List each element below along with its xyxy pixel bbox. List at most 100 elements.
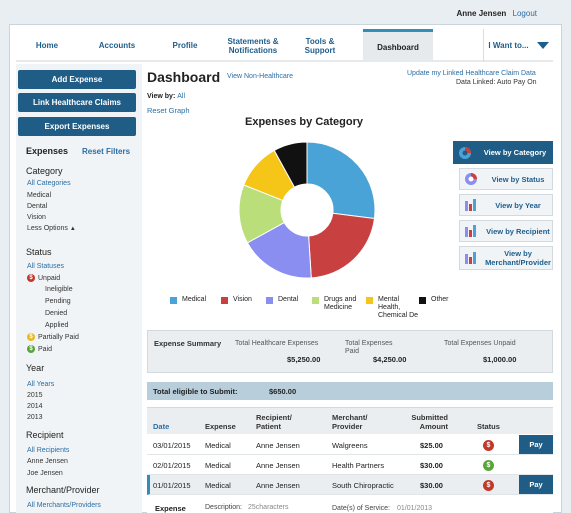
data-linked-status: Data Linked: Auto Pay On <box>456 79 537 86</box>
legend-label: Drugs and Medicine <box>324 296 357 311</box>
less-options-label: Less Options <box>27 225 68 232</box>
bar-chart-icon <box>465 252 476 264</box>
col-status[interactable]: Status <box>477 422 500 431</box>
pie-chart-icon <box>459 146 471 159</box>
donut-slice-medical[interactable] <box>306 141 376 220</box>
tab-home[interactable]: Home <box>35 41 59 50</box>
partially-paid-label: Partially Paid <box>38 333 79 341</box>
legend-item: Mental Health, Chemical De <box>366 296 418 320</box>
dropdown-label: I Want to... <box>488 41 529 50</box>
row-expense: Medical <box>205 481 231 490</box>
detail-expense-heading: Expense <box>155 504 186 513</box>
expenses-donut-chart <box>238 141 376 279</box>
paid-status-icon: $ <box>483 460 494 471</box>
row-recipient: Anne Jensen <box>256 441 300 450</box>
col-merchant[interactable]: Merchant/ Provider <box>332 413 368 431</box>
page-title: Dashboard <box>147 69 221 85</box>
recipient-heading: Recipient <box>26 430 64 440</box>
filter-all-merchants[interactable]: All Merchants/Providers <box>27 502 101 509</box>
logout-link[interactable]: Logout <box>512 9 537 18</box>
row-recipient: Anne Jensen <box>256 461 300 470</box>
tab-profile[interactable]: Profile <box>172 41 198 50</box>
filter-all-recipients[interactable]: All Recipients <box>27 447 70 454</box>
tab-accounts[interactable]: Accounts <box>98 41 136 50</box>
view-by-category-label: View by Category <box>483 148 547 157</box>
table-row[interactable]: 01/01/2015 Medical Anne Jensen South Chi… <box>147 475 553 495</box>
filter-vision[interactable]: Vision <box>27 214 46 221</box>
less-options-link[interactable]: Less Options ▲ <box>27 225 76 232</box>
tab-statements[interactable]: Statements & Notifications <box>227 36 279 55</box>
filter-medical[interactable]: Medical <box>27 192 52 199</box>
link-healthcare-claims-button[interactable]: Link Healthcare Claims <box>18 93 136 112</box>
filter-applied[interactable]: Applied <box>45 322 69 329</box>
pay-button[interactable]: Pay <box>519 475 553 494</box>
filter-dental[interactable]: Dental <box>27 203 48 210</box>
filter-paid[interactable]: $ Paid <box>27 345 52 353</box>
tab-tools-support[interactable]: Tools & Support <box>304 36 336 55</box>
row-expense: Medical <box>205 461 231 470</box>
filter-denied[interactable]: Denied <box>45 310 68 317</box>
donut-slice-vision[interactable] <box>308 212 376 279</box>
filter-2015[interactable]: 2015 <box>27 392 43 399</box>
view-by-row: View by: All <box>147 93 185 100</box>
row-detail: Expense Description: 25characters Date(s… <box>147 496 553 513</box>
expenses-heading: Expenses <box>26 146 69 156</box>
view-by-label: View by: <box>147 93 176 100</box>
col-amount[interactable]: Submitted Amount <box>411 413 448 431</box>
i-want-to-dropdown[interactable]: I Want to... <box>483 29 553 62</box>
donut-slice-other[interactable] <box>273 141 308 188</box>
col-recipient[interactable]: Recipient/ Patient <box>256 413 292 431</box>
tab-dashboard[interactable]: Dashboard <box>363 29 433 62</box>
filter-all-years[interactable]: All Years <box>27 381 55 388</box>
view-non-healthcare-link[interactable]: View Non-Healthcare <box>227 73 294 80</box>
add-expense-button[interactable]: Add Expense <box>18 70 136 89</box>
view-by-category-button[interactable]: View by Category <box>453 141 553 164</box>
row-date: 01/01/2015 <box>153 481 191 490</box>
filter-anne-jensen[interactable]: Anne Jensen <box>27 458 68 465</box>
merchant-heading: Merchant/Provider <box>26 485 100 495</box>
col-expense[interactable]: Expense <box>205 422 236 431</box>
table-row[interactable]: 03/01/2015 Medical Anne Jensen Walgreens… <box>147 435 553 455</box>
filter-2013[interactable]: 2013 <box>27 414 43 421</box>
legend-item: Other <box>419 296 449 304</box>
view-by-value[interactable]: All <box>177 93 186 100</box>
view-by-merchant-button[interactable]: View by Merchant/Provider <box>459 246 553 270</box>
update-linked-claims-link[interactable]: Update my Linked Healthcare Claim Data <box>407 70 536 77</box>
eligible-label: Total eligible to Submit: <box>153 387 238 396</box>
view-by-recipient-label: View by Recipient <box>486 226 550 236</box>
filter-all-categories[interactable]: All Categories <box>27 180 71 187</box>
status-heading: Status <box>26 247 52 257</box>
pay-button[interactable]: Pay <box>519 435 553 454</box>
filter-all-statuses[interactable]: All Statuses <box>27 263 64 270</box>
reset-filters-link[interactable]: Reset Filters <box>82 147 131 156</box>
donut-slice-dental[interactable] <box>246 221 312 279</box>
legend-swatch <box>366 297 373 304</box>
table-row[interactable]: 02/01/2015 Medical Anne Jensen Health Pa… <box>147 455 553 475</box>
filter-2014[interactable]: 2014 <box>27 403 43 410</box>
paid-icon: $ <box>27 345 35 353</box>
legend-label: Dental <box>278 296 299 303</box>
legend-swatch <box>221 297 228 304</box>
filter-pending[interactable]: Pending <box>45 298 71 305</box>
legend-item: Dental <box>266 296 298 304</box>
reset-graph-link[interactable]: Reset Graph <box>147 106 190 115</box>
total-healthcare-label: Total Healthcare Expenses <box>235 340 319 347</box>
legend-swatch <box>170 297 177 304</box>
paid-label: Paid <box>38 345 53 353</box>
col-date[interactable]: Date <box>153 422 170 431</box>
unpaid-label: Unpaid <box>38 274 61 282</box>
unpaid-icon: $ <box>27 274 35 282</box>
filter-unpaid[interactable]: $ Unpaid <box>27 274 60 282</box>
row-amount: $30.00 <box>420 481 443 490</box>
view-by-status-label: View by Status <box>491 174 545 184</box>
filter-partially-paid[interactable]: $ Partially Paid <box>27 333 79 341</box>
view-by-recipient-button[interactable]: View by Recipient <box>459 220 553 242</box>
view-by-year-button[interactable]: View by Year <box>459 194 553 216</box>
export-expenses-button[interactable]: Export Expenses <box>18 117 136 136</box>
filter-ineligible[interactable]: Ineligible <box>45 286 73 293</box>
view-by-status-button[interactable]: View by Status <box>459 168 553 190</box>
caret-up-icon: ▲ <box>69 226 76 232</box>
row-amount: $30.00 <box>420 461 443 470</box>
filter-joe-jensen[interactable]: Joe Jensen <box>27 470 63 477</box>
legend-swatch <box>312 297 319 304</box>
